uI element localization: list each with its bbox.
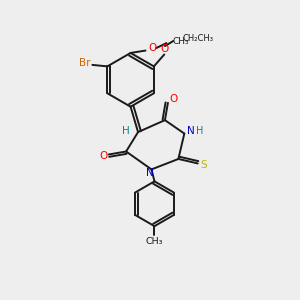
Text: O: O bbox=[161, 44, 169, 54]
Text: H: H bbox=[122, 126, 129, 136]
Text: O: O bbox=[99, 151, 107, 161]
Text: S: S bbox=[200, 160, 207, 170]
Text: Br: Br bbox=[79, 58, 90, 68]
Text: O: O bbox=[169, 94, 177, 104]
Text: O: O bbox=[149, 43, 157, 53]
Text: CH₃: CH₃ bbox=[146, 237, 163, 246]
Text: CH₂CH₃: CH₂CH₃ bbox=[183, 34, 214, 43]
Text: H: H bbox=[196, 126, 204, 136]
Text: N: N bbox=[187, 126, 195, 136]
Text: N: N bbox=[146, 168, 154, 178]
Text: CH₃: CH₃ bbox=[173, 37, 190, 46]
